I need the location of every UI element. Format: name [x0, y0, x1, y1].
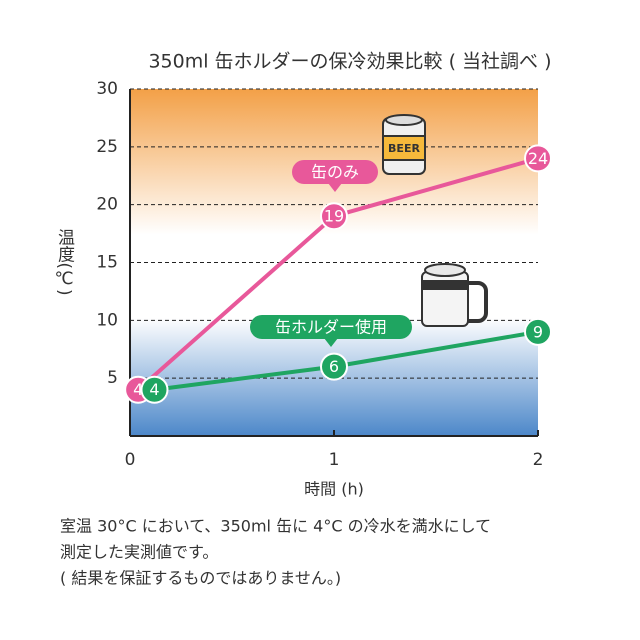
holder-icon [421, 263, 488, 327]
legend-pointer [324, 338, 338, 347]
x-tick-label: 1 [329, 450, 340, 470]
legend-label: 缶のみ [311, 163, 359, 182]
x-axis-label: 時間 (h) [304, 480, 364, 499]
legend-box [292, 160, 378, 184]
point [140, 375, 169, 404]
y-axis-label: 温度(℃) [54, 228, 75, 295]
y-tick-label: 25 [96, 137, 118, 157]
data-label: 24 [528, 149, 548, 168]
x-tick-label: 2 [533, 450, 544, 470]
legend-label: 缶ホルダー使用 [275, 318, 387, 337]
point [320, 202, 348, 231]
can-label: BEER [388, 142, 420, 155]
y-tick-label: 10 [96, 310, 118, 330]
point [524, 317, 552, 346]
y-tick-label: 5 [107, 368, 118, 388]
data-label: 4 [149, 380, 159, 399]
data-label: 19 [324, 207, 344, 226]
y-tick-label: 30 [96, 79, 118, 99]
y-tick-label: 20 [96, 195, 118, 215]
x-tick-label: 0 [125, 450, 136, 470]
data-label: 9 [533, 322, 543, 341]
note-line: 室温 30°C において、350ml 缶に 4°C の冷水を満水にして [60, 517, 491, 536]
y-tick-label: 15 [96, 253, 118, 273]
note-line: ( 結果を保証するものではありません。) [60, 569, 341, 588]
chart-title: 350ml 缶ホルダーの保冷効果比較 ( 当社調べ ) [148, 51, 551, 73]
point [320, 352, 348, 381]
data-label: 6 [329, 357, 339, 376]
legend-box [250, 315, 412, 339]
data-label: 4 [133, 380, 143, 399]
point [524, 144, 552, 173]
legend-pointer [328, 183, 342, 192]
note-line: 測定した実測値です。 [60, 543, 218, 562]
can-icon: BEER [382, 114, 426, 175]
